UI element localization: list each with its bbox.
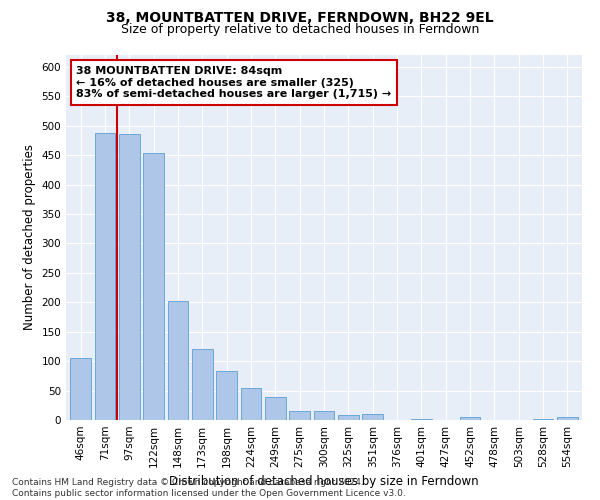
Bar [95, 134, 115, 420]
Bar [241, 388, 262, 420]
Bar [533, 419, 553, 420]
Bar [167, 301, 188, 420]
Text: 38, MOUNTBATTEN DRIVE, FERNDOWN, BH22 9EL: 38, MOUNTBATTEN DRIVE, FERNDOWN, BH22 9E… [106, 11, 494, 25]
Bar [460, 417, 481, 420]
Bar [557, 417, 578, 420]
Bar [192, 350, 212, 420]
Bar [289, 411, 310, 420]
Bar [362, 414, 383, 420]
Text: 38 MOUNTBATTEN DRIVE: 84sqm
← 16% of detached houses are smaller (325)
83% of se: 38 MOUNTBATTEN DRIVE: 84sqm ← 16% of det… [76, 66, 392, 99]
Bar [338, 416, 359, 420]
Bar [314, 411, 334, 420]
Bar [70, 358, 91, 420]
X-axis label: Distribution of detached houses by size in Ferndown: Distribution of detached houses by size … [169, 476, 479, 488]
Y-axis label: Number of detached properties: Number of detached properties [23, 144, 36, 330]
Bar [265, 397, 286, 420]
Bar [143, 154, 164, 420]
Text: Size of property relative to detached houses in Ferndown: Size of property relative to detached ho… [121, 22, 479, 36]
Bar [216, 371, 237, 420]
Text: Contains HM Land Registry data © Crown copyright and database right 2024.
Contai: Contains HM Land Registry data © Crown c… [12, 478, 406, 498]
Bar [119, 134, 140, 420]
